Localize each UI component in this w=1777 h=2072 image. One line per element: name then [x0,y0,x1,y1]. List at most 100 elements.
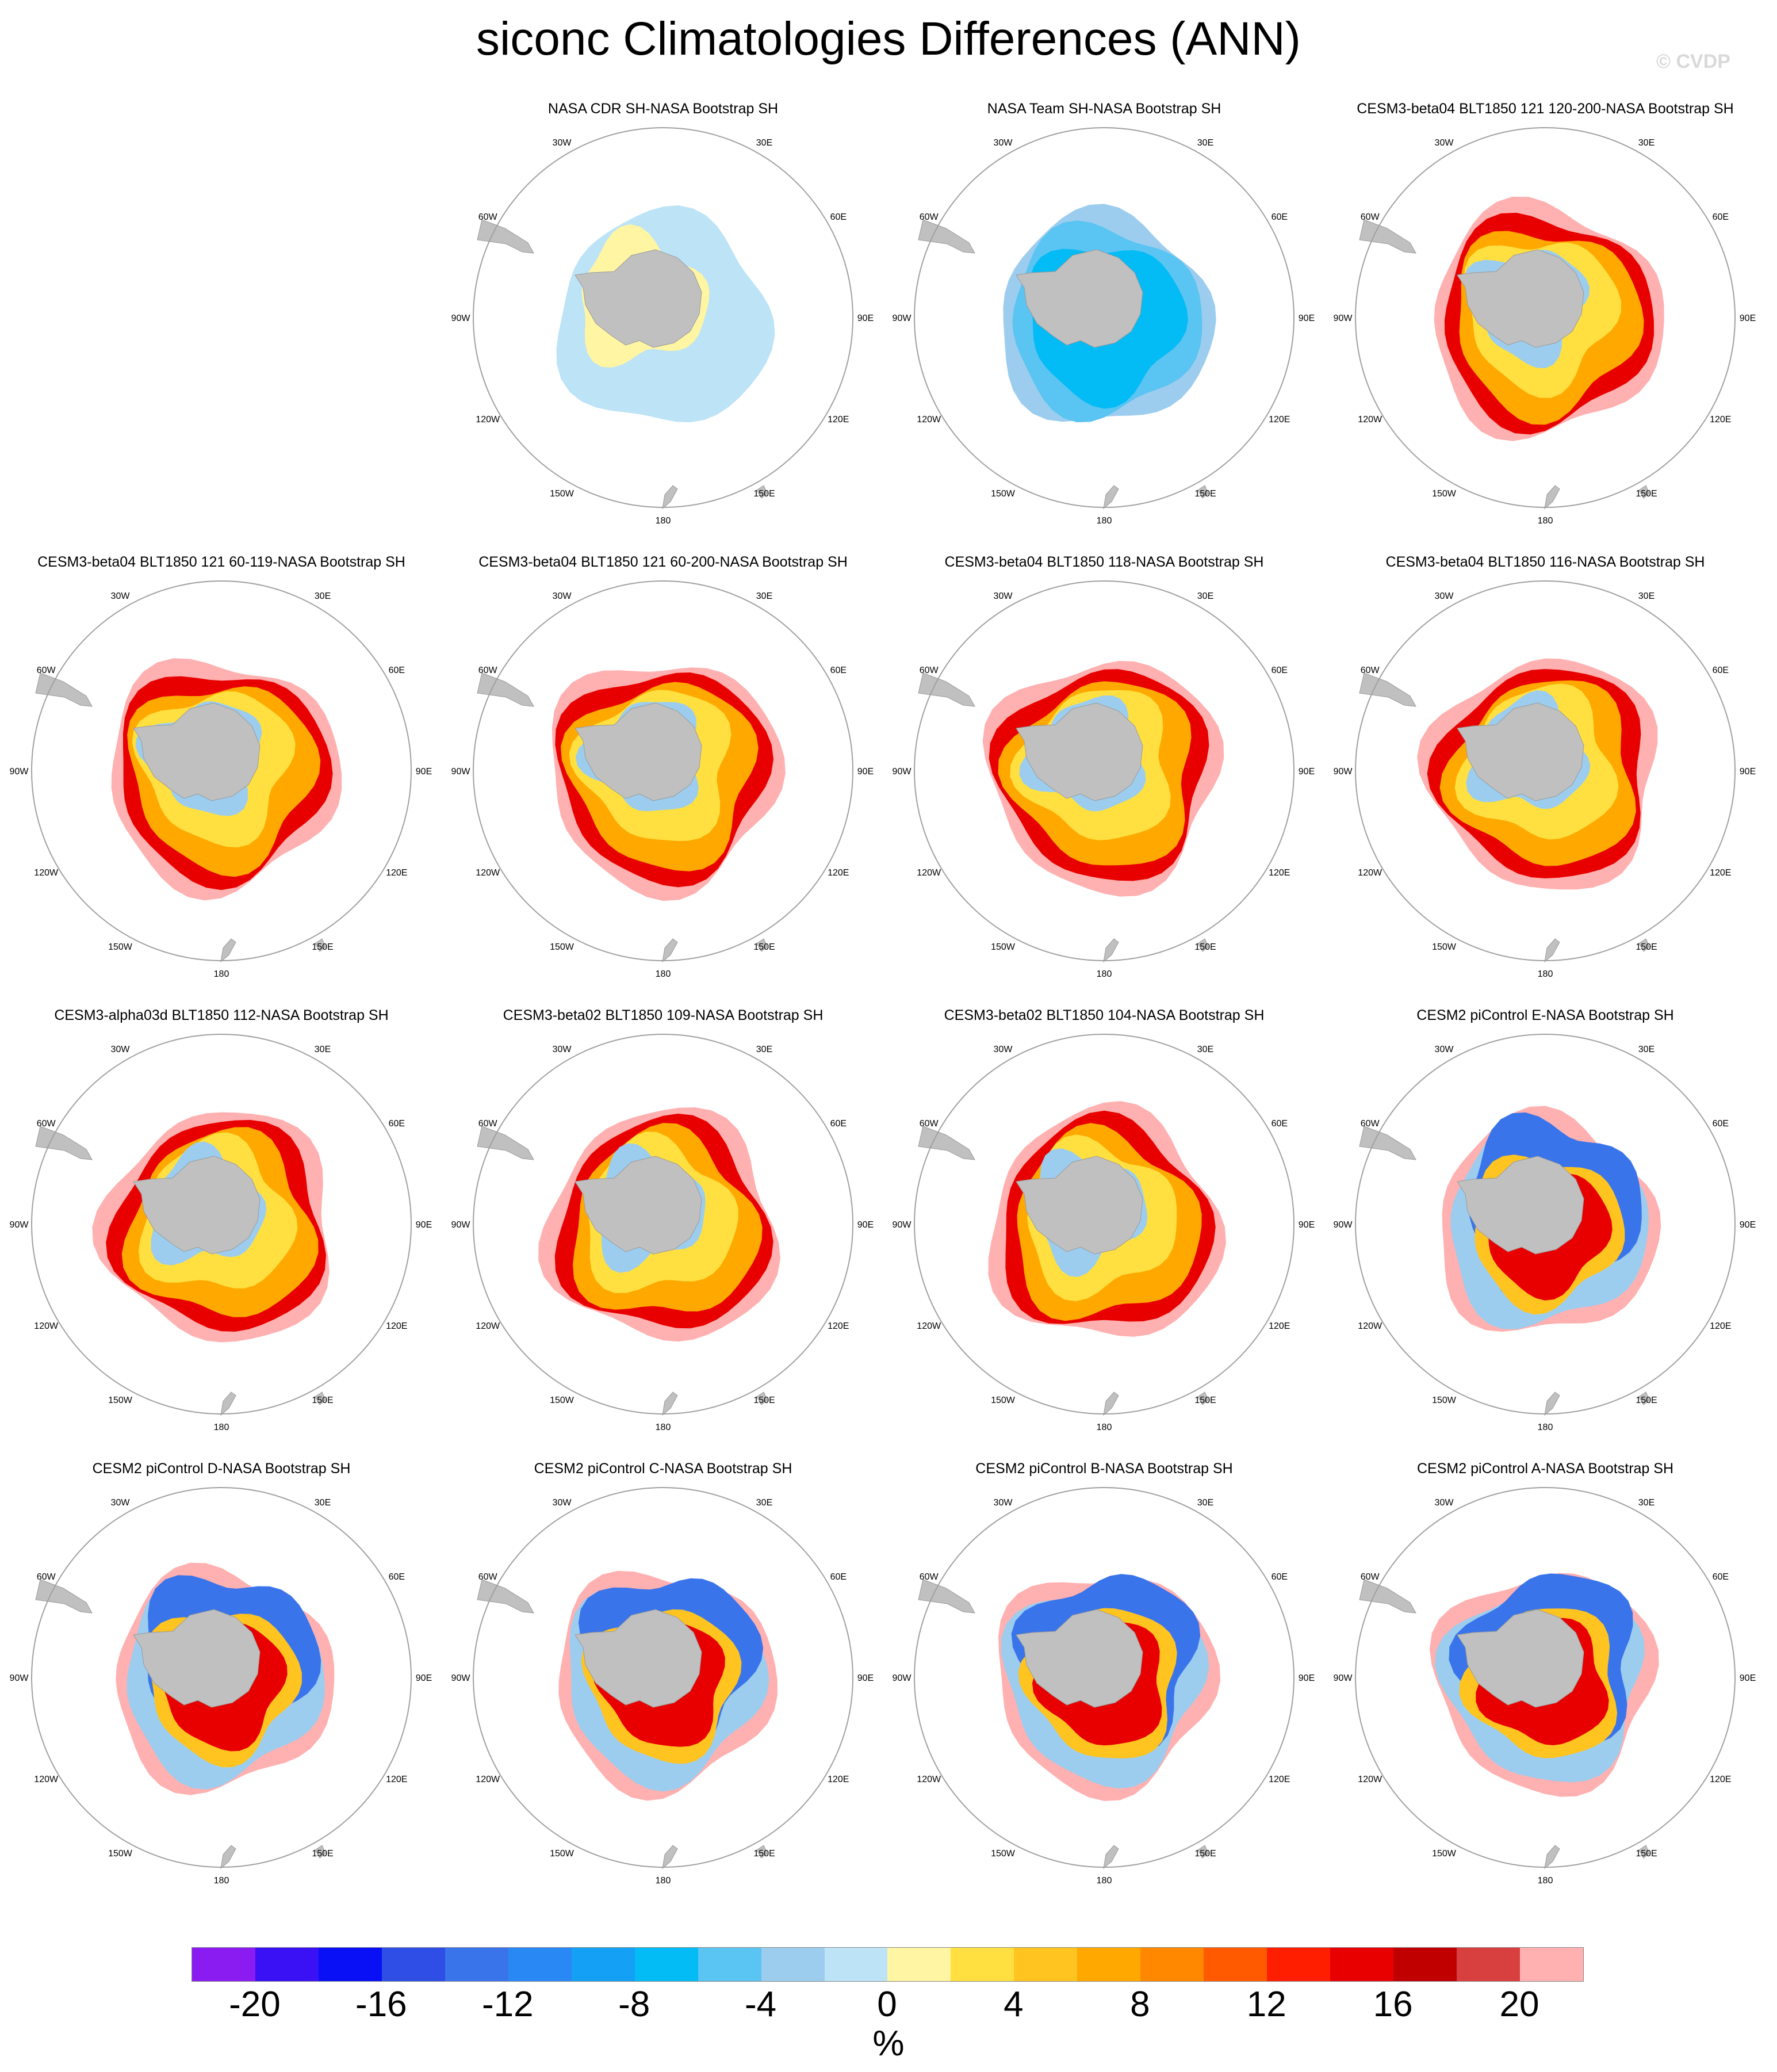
polar-stereographic-map: 030E60E90E120E150E180150W120W90W60W30W [451,580,874,978]
colorbar-tick-label: 20 [1499,1985,1539,2024]
longitude-label: 180 [1097,1423,1112,1431]
map-panel: NASA Team SH-NASA Bootstrap SH030E60E90E… [883,101,1326,529]
longitude-label: 180 [656,1423,671,1431]
tasmania-landmass [1197,1845,1209,1859]
map-boundary-circle [1355,127,1736,508]
longitude-label: 150E [1194,1849,1216,1859]
longitude-label: 60E [1713,212,1729,222]
longitude-label: 60E [1713,1572,1729,1582]
longitude-label: 30W [553,1498,572,1508]
map-boundary-circle [914,1487,1295,1868]
longitude-label: 60E [1272,1119,1288,1129]
tasmania-landmass [1197,485,1209,499]
longitude-label: 120W [34,868,59,878]
colorbar-swatch [698,1948,761,1981]
colorbar-swatch [634,1948,698,1981]
tasmania-landmass [1197,938,1209,952]
colorbar-swatch [445,1948,508,1981]
panel-title: CESM2 piControl A-NASA Bootstrap SH [1416,1461,1674,1477]
longitude-label: 60W [478,1119,498,1129]
longitude-label: 180 [656,516,671,525]
colorbar [192,1947,1584,1982]
longitude-label: 180 [1538,1876,1553,1884]
longitude-label: 150E [753,1849,775,1859]
polar-stereographic-map: 030E60E90E120E150E180150W120W90W60W30W [10,580,432,978]
longitude-label: 30W [111,1045,131,1054]
new-zealand-landmass [1103,1391,1119,1416]
longitude-label: 30E [756,1498,772,1508]
longitude-label: 60W [37,1119,56,1129]
longitude-label: 30W [1435,591,1454,601]
longitude-label: 60E [389,1119,405,1129]
longitude-label: 120E [828,1321,849,1331]
panel-title: CESM3-beta02 BLT1850 109-NASA Bootstrap … [503,1007,824,1023]
new-zealand-landmass [220,1391,236,1416]
map-boundary-circle [473,127,853,508]
colorbar-tick-label: -4 [745,1985,777,2024]
colorbar-tick-label: -8 [618,1985,650,2024]
south-america-landmass [1359,219,1416,254]
polar-stereographic-map: 030E60E90E120E150E180150W120W90W60W30W [1334,1034,1756,1431]
colorbar-swatch [887,1948,951,1981]
south-america-landmass [35,1579,93,1614]
colorbar-swatch [318,1948,382,1981]
antarctica-landmass [1457,702,1584,801]
longitude-label: 90W [893,1673,912,1683]
longitude-label: 30W [994,1045,1013,1054]
longitude-label: 120E [1269,415,1290,425]
tasmania-landmass [1638,485,1650,499]
colorbar-swatch [192,1948,255,1981]
longitude-label: 150E [1636,942,1657,952]
longitude-label: 30W [111,591,131,601]
polar-stereographic-map: 030E60E90E120E150E180150W120W90W60W30W [10,1487,432,1884]
longitude-label: 120W [34,1775,59,1784]
map-panel: CESM3-alpha03d BLT1850 112-NASA Bootstra… [0,1007,443,1436]
south-america-landmass [918,1579,975,1614]
longitude-label: 150W [550,942,575,952]
panel-title: NASA CDR SH-NASA Bootstrap SH [547,101,779,117]
panel-title: CESM3-beta04 BLT1850 121 60-119-NASA Boo… [37,554,405,570]
tasmania-landmass [315,938,326,952]
longitude-label: 30E [1638,1498,1655,1508]
longitude-label: 180 [1097,1876,1112,1884]
longitude-label: 120E [1710,1321,1731,1331]
longitude-label: 90W [10,767,29,777]
south-america-landmass [35,1126,93,1160]
longitude-label: 30E [315,1045,331,1054]
map-panel: CESM3-beta02 BLT1850 104-NASA Bootstrap … [883,1007,1326,1436]
tasmania-landmass [1638,938,1650,952]
longitude-label: 150E [753,942,775,952]
longitude-label: 60E [1713,666,1729,675]
colorbar-units: % [872,2024,905,2063]
new-zealand-landmass [1544,1391,1560,1416]
antarctica-landmass [1016,249,1143,348]
longitude-label: 60W [1361,666,1380,675]
longitude-label: 60E [830,666,847,675]
longitude-label: 30W [994,591,1013,601]
south-america-landmass [477,672,534,707]
longitude-label: 150W [991,1396,1016,1405]
longitude-label: 90W [10,1220,29,1230]
longitude-label: 90W [893,767,912,777]
new-zealand-landmass [1544,485,1560,510]
longitude-label: 60W [37,666,56,675]
antarctica-landmass [1457,1156,1584,1255]
map-boundary-circle [31,1034,412,1415]
longitude-label: 90E [416,1673,432,1683]
longitude-label: 120E [1269,1775,1290,1784]
colorbar-tick-label: 12 [1246,1985,1286,2024]
longitude-label: 120E [386,1775,407,1784]
longitude-label: 90W [1334,1220,1353,1230]
new-zealand-landmass [662,1391,678,1416]
longitude-label: 90E [416,1220,432,1230]
longitude-label: 60E [1272,666,1288,675]
longitude-label: 90E [1299,767,1315,777]
map-boundary-circle [473,1487,853,1868]
panel-title: CESM2 piControl C-NASA Bootstrap SH [534,1461,792,1477]
longitude-label: 60W [478,666,498,675]
longitude-label: 30W [1435,138,1454,148]
longitude-label: 90W [451,314,471,323]
longitude-label: 150E [1194,1396,1216,1405]
longitude-label: 120E [828,868,849,878]
longitude-label: 60W [920,1572,939,1582]
